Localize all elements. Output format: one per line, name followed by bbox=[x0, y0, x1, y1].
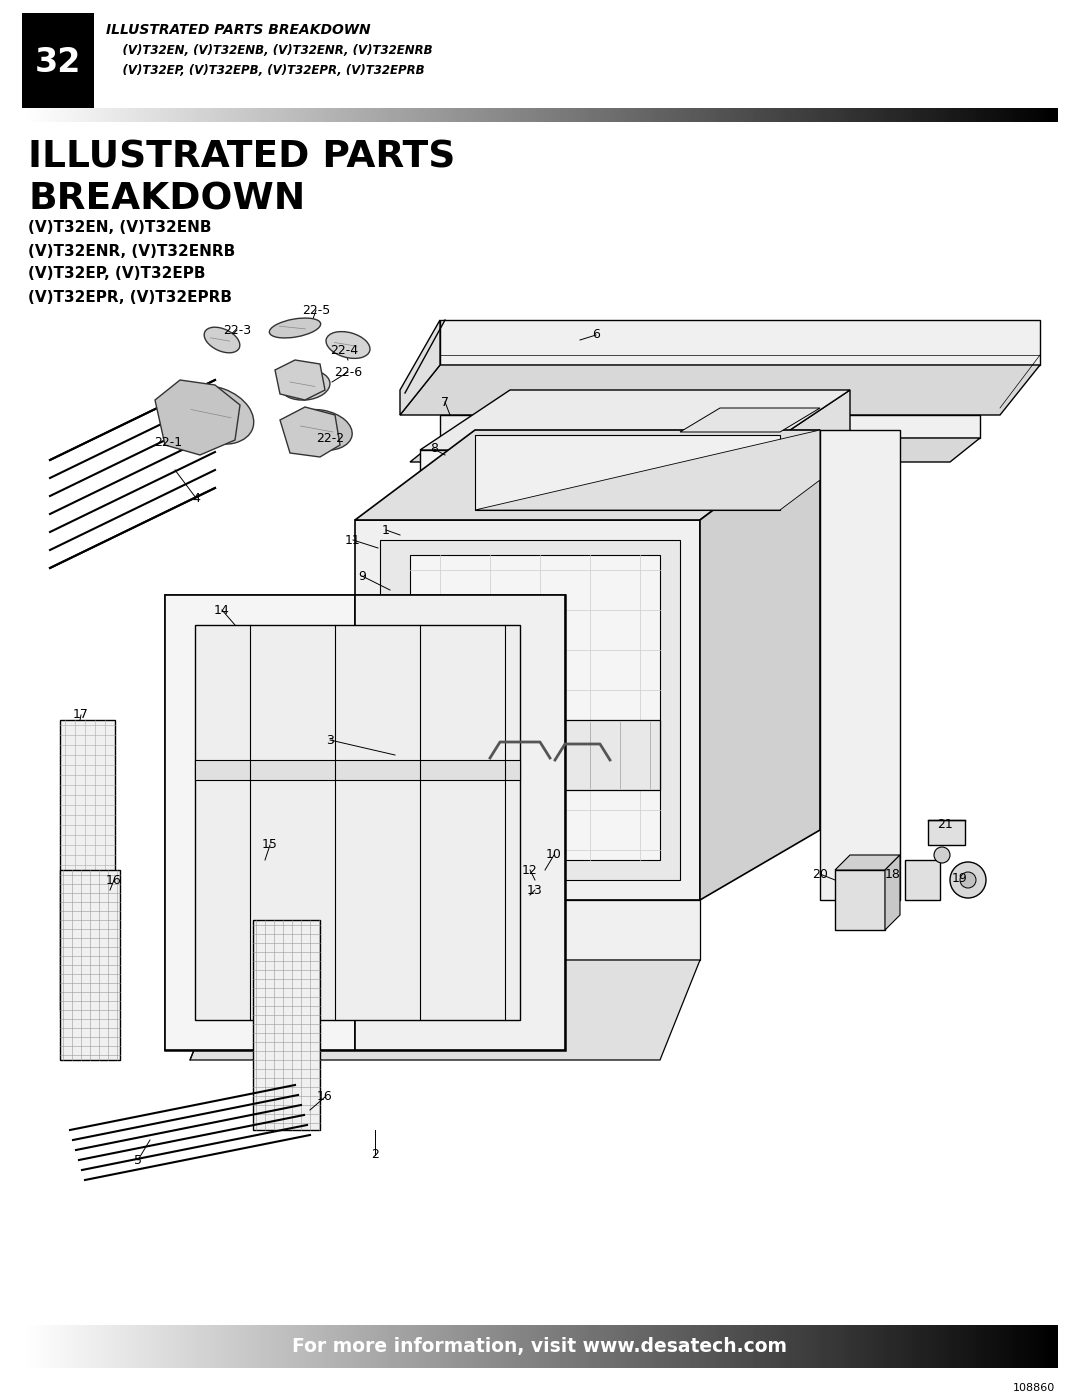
Polygon shape bbox=[928, 820, 966, 845]
Text: 10: 10 bbox=[546, 848, 562, 862]
Text: ILLUSTRATED PARTS: ILLUSTRATED PARTS bbox=[28, 140, 456, 176]
Text: 22-2: 22-2 bbox=[316, 432, 345, 444]
Polygon shape bbox=[760, 390, 850, 520]
Polygon shape bbox=[410, 439, 980, 462]
Text: 8: 8 bbox=[430, 443, 438, 455]
Text: 17: 17 bbox=[73, 708, 89, 721]
Polygon shape bbox=[420, 390, 850, 450]
Text: 9: 9 bbox=[359, 570, 366, 583]
Polygon shape bbox=[440, 320, 1040, 365]
Text: (V)T32EP, (V)T32EPB, (V)T32EPR, (V)T32EPRB: (V)T32EP, (V)T32EPB, (V)T32EPR, (V)T32EP… bbox=[106, 63, 424, 77]
Text: (V)T32EN, (V)T32ENB, (V)T32ENR, (V)T32ENRB: (V)T32EN, (V)T32ENB, (V)T32ENR, (V)T32EN… bbox=[106, 43, 433, 56]
Text: 7: 7 bbox=[441, 395, 449, 408]
Text: (V)T32EP, (V)T32EPB: (V)T32EP, (V)T32EPB bbox=[28, 267, 205, 282]
Text: (V)T32ENR, (V)T32ENRB: (V)T32ENR, (V)T32ENRB bbox=[28, 243, 235, 258]
Text: 2: 2 bbox=[372, 1148, 379, 1161]
Polygon shape bbox=[380, 541, 680, 880]
Polygon shape bbox=[275, 360, 325, 400]
Polygon shape bbox=[60, 870, 120, 1060]
Ellipse shape bbox=[326, 331, 370, 359]
Text: 22-3: 22-3 bbox=[222, 324, 251, 337]
Polygon shape bbox=[835, 855, 900, 870]
Polygon shape bbox=[195, 760, 519, 780]
Polygon shape bbox=[420, 450, 760, 520]
Polygon shape bbox=[905, 861, 940, 900]
Text: 14: 14 bbox=[214, 604, 230, 616]
Polygon shape bbox=[885, 855, 900, 930]
Text: 16: 16 bbox=[318, 1091, 333, 1104]
Polygon shape bbox=[390, 719, 660, 789]
Circle shape bbox=[934, 847, 950, 863]
Text: 3: 3 bbox=[326, 733, 334, 746]
Text: 18: 18 bbox=[886, 869, 901, 882]
Ellipse shape bbox=[280, 370, 329, 400]
Ellipse shape bbox=[287, 409, 352, 450]
Text: 1: 1 bbox=[382, 524, 390, 536]
Text: 108860: 108860 bbox=[1013, 1383, 1055, 1393]
Circle shape bbox=[960, 872, 976, 888]
Polygon shape bbox=[190, 960, 700, 1060]
Polygon shape bbox=[475, 434, 780, 510]
Polygon shape bbox=[230, 900, 355, 960]
Ellipse shape bbox=[176, 386, 254, 444]
Text: (V)T32EPR, (V)T32EPRB: (V)T32EPR, (V)T32EPRB bbox=[28, 289, 232, 305]
Polygon shape bbox=[165, 595, 355, 1051]
Text: 22-4: 22-4 bbox=[329, 344, 359, 356]
Text: 22-5: 22-5 bbox=[302, 303, 330, 317]
Text: 16: 16 bbox=[106, 873, 122, 887]
Text: 19: 19 bbox=[953, 872, 968, 884]
Text: 32: 32 bbox=[35, 46, 81, 78]
Polygon shape bbox=[280, 407, 340, 457]
Text: 4: 4 bbox=[192, 492, 200, 504]
Polygon shape bbox=[230, 900, 700, 960]
Text: 13: 13 bbox=[527, 883, 543, 897]
Polygon shape bbox=[835, 870, 885, 930]
Text: 20: 20 bbox=[812, 868, 828, 880]
Polygon shape bbox=[355, 430, 820, 520]
Text: 15: 15 bbox=[262, 838, 278, 852]
Polygon shape bbox=[156, 380, 240, 455]
Ellipse shape bbox=[269, 319, 321, 338]
Polygon shape bbox=[680, 408, 820, 432]
Bar bbox=[22, 13, 94, 108]
Text: (V)T32EN, (V)T32ENB: (V)T32EN, (V)T32ENB bbox=[28, 221, 212, 236]
Polygon shape bbox=[475, 430, 820, 510]
Text: BREAKDOWN: BREAKDOWN bbox=[28, 182, 306, 218]
Polygon shape bbox=[820, 430, 900, 900]
Text: 21: 21 bbox=[937, 819, 953, 831]
Circle shape bbox=[950, 862, 986, 898]
Text: 11: 11 bbox=[346, 534, 361, 546]
Polygon shape bbox=[400, 365, 1040, 415]
Polygon shape bbox=[195, 624, 519, 1020]
Polygon shape bbox=[355, 595, 565, 1051]
Polygon shape bbox=[700, 430, 820, 900]
Polygon shape bbox=[400, 320, 440, 415]
Text: 12: 12 bbox=[522, 863, 538, 876]
Text: 5: 5 bbox=[134, 1154, 141, 1166]
Polygon shape bbox=[355, 520, 700, 900]
Text: 22-6: 22-6 bbox=[334, 366, 362, 379]
Text: 6: 6 bbox=[592, 328, 599, 341]
Polygon shape bbox=[440, 415, 980, 439]
Text: For more information, visit www.desatech.com: For more information, visit www.desatech… bbox=[293, 1337, 787, 1356]
Ellipse shape bbox=[204, 327, 240, 353]
Polygon shape bbox=[60, 719, 114, 1010]
Polygon shape bbox=[253, 921, 320, 1130]
Text: ILLUSTRATED PARTS BREAKDOWN: ILLUSTRATED PARTS BREAKDOWN bbox=[106, 22, 370, 36]
Text: 22-1: 22-1 bbox=[154, 436, 183, 450]
Polygon shape bbox=[410, 555, 660, 861]
